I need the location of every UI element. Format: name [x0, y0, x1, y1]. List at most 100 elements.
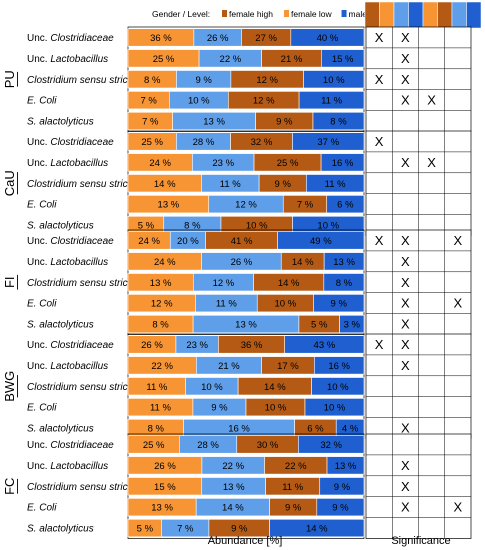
data-label: 16 % [328, 361, 350, 372]
data-label: 16 % [332, 158, 354, 169]
bar-segment [290, 28, 365, 47]
taxon-label: S. alactolyticus [27, 320, 94, 331]
legend: Gender / Level: female high female low mal… [152, 1, 482, 29]
data-label: 37 % [317, 137, 339, 148]
data-label: 9 % [231, 524, 248, 535]
data-label: 5 % [311, 320, 328, 331]
bar-segment [326, 456, 365, 475]
data-label: 25 % [153, 54, 175, 65]
data-label: 11 % [220, 179, 242, 190]
data-label: 22 % [151, 361, 173, 372]
bar-segment [320, 153, 365, 172]
legend-color-cell [364, 1, 380, 29]
bar-segment [298, 91, 365, 110]
data-label: 30 % [257, 440, 279, 451]
bar-segment [339, 314, 365, 334]
data-label: 10 % [201, 382, 223, 393]
data-label: 26 % [231, 257, 253, 268]
data-label: 24 % [138, 236, 160, 247]
data-label: 10 % [265, 403, 287, 414]
data-label: 4 % [342, 424, 359, 435]
taxon-label: Unc. Clostridiaceae [27, 440, 114, 451]
data-label: 32 % [320, 440, 342, 451]
taxon-label: S. alactolyticus [27, 221, 94, 232]
bar-segment [313, 294, 365, 313]
data-label: 7 % [140, 96, 157, 107]
data-label: 11 % [321, 96, 343, 107]
bar-segment [303, 70, 365, 89]
data-label: 14 % [222, 503, 244, 514]
legend-color-cell [393, 1, 409, 29]
bar-segment [316, 498, 365, 517]
data-label: 9 % [276, 117, 293, 128]
bar-segment [292, 132, 365, 151]
group-label: CaU [2, 170, 17, 196]
significance-mark: X [401, 458, 410, 473]
data-label: 20 % [177, 236, 199, 247]
taxon-label: S. alactolyticus [27, 117, 94, 128]
legend-title: Gender / Level: [152, 9, 210, 19]
taxon-label: Unc. Lactobacillus [27, 158, 108, 169]
significance-mark: X [401, 479, 410, 494]
legend-swatch [222, 10, 227, 17]
data-label: 9 % [275, 179, 292, 190]
bar-segment [323, 273, 365, 292]
data-label: 26 % [207, 33, 229, 44]
significance-mark: X [401, 500, 410, 515]
data-label: 8 % [184, 221, 201, 232]
data-label: 10 % [323, 75, 345, 86]
data-label: 23 % [186, 340, 208, 351]
group-label: PU [2, 70, 17, 88]
group-label: FC [2, 478, 17, 495]
significance-mark: X [401, 72, 410, 87]
data-label: 12 % [151, 299, 173, 310]
legend-color-cell [422, 1, 438, 29]
bar-segment [304, 398, 365, 417]
data-label: 11 % [325, 179, 347, 190]
taxon-label: Unc. Lactobacillus [27, 54, 108, 65]
group-label: FI [2, 276, 17, 288]
group-panel-fc: FC Unc. Clostridiaceae 25 % 28 % 30 % 32 % Unc… [2, 433, 472, 539]
data-label: 41 % [231, 236, 253, 247]
data-label: 13 % [158, 200, 180, 211]
data-label: 15 % [332, 54, 354, 65]
taxon-label: Unc. Clostridiaceae [27, 340, 114, 351]
data-label: 13 % [333, 257, 355, 268]
bar-segment [321, 49, 365, 68]
data-label: 13 % [335, 461, 357, 472]
data-label: 12 % [213, 278, 235, 289]
taxon-label: Clostridium sensu stricto [27, 75, 136, 86]
significance-mark: X [401, 296, 410, 311]
group-panel-cau: CaU Unc. Clostridiaceae 25 % 28 % 32 % 37 % X U… [2, 130, 472, 236]
data-label: 36 % [241, 340, 263, 351]
significance-mark: X [375, 337, 384, 352]
taxon-label: Clostridium sensu stricto [27, 278, 136, 289]
data-label: 14 % [278, 278, 300, 289]
legend-color-cell [437, 1, 453, 29]
data-label: 11 % [150, 403, 172, 414]
data-label: 17 % [277, 361, 299, 372]
taxon-label: Unc. Lactobacillus [27, 257, 108, 268]
significance-mark: X [401, 155, 410, 170]
data-label: 22 % [285, 461, 307, 472]
data-label: 6 % [337, 200, 354, 211]
taxon-label: Unc. Lactobacillus [27, 361, 108, 372]
legend-label: female low [291, 9, 332, 19]
data-label: 14 % [292, 257, 314, 268]
data-label: 11 % [146, 382, 168, 393]
data-label: 14 % [306, 524, 328, 535]
data-label: 21 % [218, 361, 240, 372]
data-label: 12 % [253, 96, 275, 107]
data-label: 10 % [317, 221, 339, 232]
group-label: BWG [2, 371, 17, 402]
significance-mark: X [401, 358, 410, 373]
data-label: 8 % [336, 278, 353, 289]
significance-label: Significance [391, 535, 450, 547]
significance-mark: X [375, 72, 384, 87]
significance-mark: X [427, 93, 436, 108]
data-label: 15 % [154, 482, 176, 493]
data-label: 32 % [251, 137, 273, 148]
data-label: 8 % [148, 424, 165, 435]
